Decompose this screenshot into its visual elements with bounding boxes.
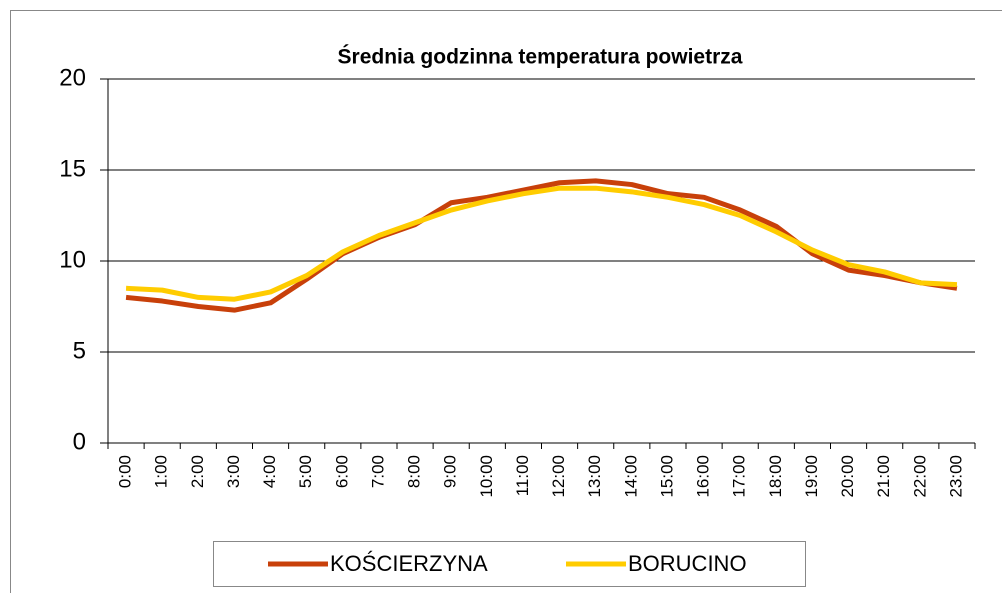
y-tick-label: 15 — [59, 155, 86, 182]
x-tick-label: 7:00 — [368, 455, 387, 488]
x-tick-label: 5:00 — [296, 455, 315, 488]
x-tick-label: 1:00 — [152, 455, 171, 488]
x-tick-label: 2:00 — [188, 455, 207, 488]
x-tick-label: 13:00 — [585, 455, 604, 498]
x-tick-label: 11:00 — [513, 455, 532, 496]
x-tick-label: 16:00 — [694, 455, 713, 498]
x-tick-label: 9:00 — [441, 455, 460, 488]
x-tick-label: 18:00 — [766, 455, 785, 498]
x-tick-label: 8:00 — [405, 455, 424, 488]
x-tick-label: 23:00 — [946, 455, 965, 498]
x-tick-label: 17:00 — [730, 455, 749, 498]
x-tick-label: 6:00 — [332, 455, 351, 488]
x-tick-label: 14:00 — [621, 455, 640, 498]
x-tick-label: 4:00 — [260, 455, 279, 488]
y-tick-label: 0 — [73, 428, 86, 455]
legend-label: KOŚCIERZYNA — [330, 551, 488, 576]
y-tick-label: 20 — [59, 64, 86, 91]
x-tick-label: 3:00 — [224, 455, 243, 488]
chart-title: Średnia godzinna temperatura powietrza — [338, 45, 743, 69]
y-tick-label: 5 — [73, 337, 86, 364]
x-tick-label: 22:00 — [910, 455, 929, 498]
x-tick-label: 10:00 — [477, 455, 496, 498]
y-tick-label: 10 — [59, 246, 86, 273]
x-tick-label: 12:00 — [549, 455, 568, 498]
legend-label: BORUCINO — [628, 551, 747, 576]
x-tick-label: 15:00 — [657, 455, 676, 498]
x-tick-label: 19:00 — [802, 455, 821, 498]
x-tick-label: 21:00 — [874, 455, 893, 498]
x-tick-label: 0:00 — [116, 455, 135, 488]
x-tick-label: 20:00 — [838, 455, 857, 498]
